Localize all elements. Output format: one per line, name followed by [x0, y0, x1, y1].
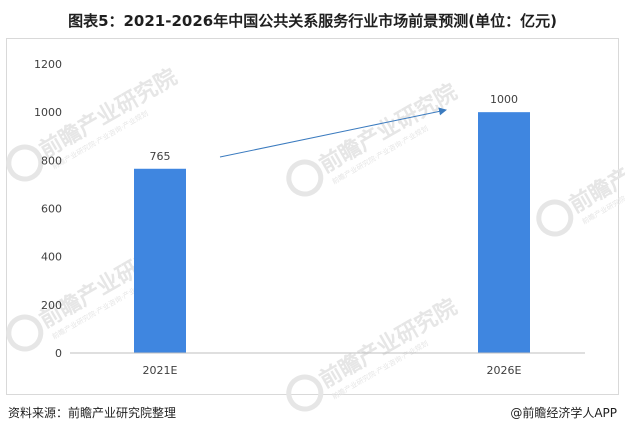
data-label: 765: [150, 150, 171, 163]
watermark-text: 前瞻产业研究院: [315, 294, 461, 394]
y-tick-label: 600: [41, 203, 62, 216]
x-tick-label: 2021E: [143, 364, 178, 377]
y-tick-label: 200: [41, 299, 62, 312]
data-label: 1000: [490, 93, 518, 106]
y-tick-label: 1200: [34, 58, 62, 71]
watermark-text: 前瞻产业研究院: [315, 79, 461, 179]
watermark-logo-icon: [536, 199, 574, 237]
watermark-logo-icon: [6, 144, 44, 182]
bar: [478, 112, 530, 354]
watermark-logo-icon: [6, 314, 44, 352]
watermark-logo-icon: [286, 374, 324, 412]
y-tick-label: 1000: [34, 106, 62, 119]
source-note: 资料来源：前瞻产业研究院整理: [8, 406, 177, 420]
chart-title: 图表5：2021-2026年中国公共关系服务行业市场前景预测(单位：亿元): [68, 12, 557, 30]
bar: [134, 168, 186, 353]
watermark-logo-icon: [286, 159, 324, 197]
y-tick-label: 800: [41, 154, 62, 167]
chart-frame: [6, 38, 619, 395]
y-tick-label: 0: [55, 347, 62, 360]
y-tick-label: 400: [41, 251, 62, 264]
brand-credit: @前瞻经济学人APP: [510, 406, 617, 420]
x-tick-label: 2026E: [487, 364, 522, 377]
growth-arrow: [219, 107, 447, 158]
